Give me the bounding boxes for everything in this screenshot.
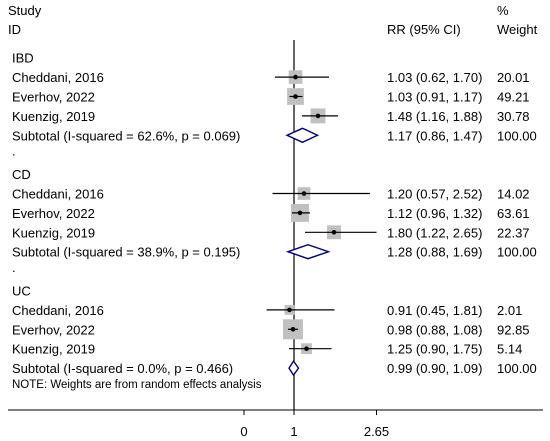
- weight-text: 20.01: [497, 70, 530, 85]
- footnote: NOTE: Weights are from random effects an…: [12, 379, 262, 391]
- point-estimate: [297, 210, 303, 216]
- weight-text: 2.01: [497, 303, 522, 318]
- subtotal-diamond: [288, 359, 300, 377]
- weight-text: 14.02: [497, 187, 530, 202]
- subtotal-label: Subtotal (I-squared = 38.9%, p = 0.195): [12, 245, 240, 260]
- point-estimate: [293, 74, 298, 80]
- subtotal-diamond: [285, 243, 331, 260]
- ci-text: 0.91 (0.45, 1.81): [387, 303, 482, 318]
- point-estimate: [331, 230, 337, 235]
- weight-text: 49.21: [497, 90, 530, 105]
- ci-text: 1.80 (1.22, 2.65): [387, 225, 482, 240]
- study-label: Kuenzig, 2019: [12, 109, 95, 124]
- study-label: Everhov, 2022: [12, 206, 95, 221]
- ci-text: 0.99 (0.90, 1.09): [387, 361, 482, 376]
- subtotal-label: Subtotal (I-squared = 0.0%, p = 0.466): [12, 361, 233, 376]
- study-label: Kuenzig, 2019: [12, 225, 95, 240]
- ci-text: 1.17 (0.86, 1.47): [387, 128, 482, 143]
- x-tick-label: 1: [290, 424, 297, 439]
- weight-text: 100.00: [497, 128, 537, 143]
- x-tick-label: 2.65: [364, 424, 389, 439]
- x-tick-label: 0: [240, 424, 247, 439]
- weight-text: 92.85: [497, 322, 530, 337]
- header-study: Study: [8, 3, 42, 18]
- separator-dot: .: [12, 144, 16, 159]
- ci-text: 1.28 (0.88, 1.69): [387, 245, 482, 260]
- ci-text: 1.12 (0.96, 1.32): [387, 206, 482, 221]
- point-estimate: [301, 191, 307, 196]
- subgroup-label: UC: [12, 284, 31, 299]
- subgroup-label: IBD: [12, 51, 34, 66]
- header-effect: RR (95% CI): [387, 22, 461, 37]
- weight-text: 100.00: [497, 361, 537, 376]
- ci-text: 1.20 (0.57, 2.52): [387, 187, 482, 202]
- ci-text: 1.48 (1.16, 1.88): [387, 109, 482, 124]
- header-percent: %: [497, 3, 509, 18]
- subtotal-label: Subtotal (I-squared = 62.6%, p = 0.069): [12, 128, 240, 143]
- point-estimate: [290, 327, 296, 332]
- study-label: Everhov, 2022: [12, 90, 95, 105]
- weight-text: 5.14: [497, 342, 522, 357]
- point-estimate: [315, 113, 321, 119]
- point-estimate: [293, 94, 298, 99]
- ci-text: 1.03 (0.62, 1.70): [387, 70, 482, 85]
- separator-dot: .: [12, 260, 16, 275]
- study-label: Cheddani, 2016: [12, 187, 104, 202]
- ci-text: 0.98 (0.88, 1.08): [387, 322, 482, 337]
- header-id: ID: [8, 22, 21, 37]
- weight-text: 100.00: [497, 245, 537, 260]
- weight-text: 22.37: [497, 225, 530, 240]
- header-weight: Weight: [497, 22, 538, 37]
- point-estimate: [304, 346, 309, 352]
- study-label: Everhov, 2022: [12, 322, 95, 337]
- point-estimate: [287, 307, 292, 313]
- weight-text: 63.61: [497, 206, 530, 221]
- subgroup-label: CD: [12, 167, 31, 182]
- study-label: Cheddani, 2016: [12, 303, 104, 318]
- ci-text: 1.25 (0.90, 1.75): [387, 342, 482, 357]
- study-label: Kuenzig, 2019: [12, 342, 95, 357]
- weight-text: 30.78: [497, 109, 530, 124]
- ci-text: 1.03 (0.91, 1.17): [387, 90, 482, 105]
- study-label: Cheddani, 2016: [12, 70, 104, 85]
- subtotal-diamond: [285, 127, 320, 144]
